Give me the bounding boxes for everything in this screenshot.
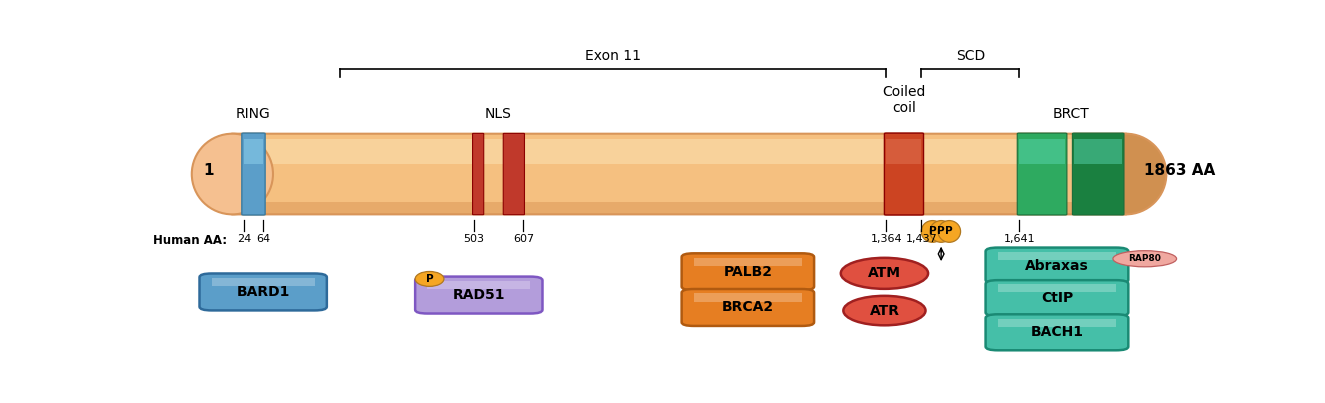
- Bar: [998, 319, 1116, 326]
- Text: NLS: NLS: [485, 107, 511, 121]
- Text: 64: 64: [256, 234, 270, 244]
- Text: P: P: [937, 226, 945, 237]
- Text: 1,641: 1,641: [1003, 234, 1035, 244]
- Ellipse shape: [921, 220, 943, 242]
- Text: BRCT: BRCT: [1052, 107, 1089, 121]
- Bar: [244, 139, 264, 164]
- Text: BRCA2: BRCA2: [722, 301, 774, 314]
- Text: Abraxas: Abraxas: [1026, 259, 1089, 272]
- FancyBboxPatch shape: [986, 247, 1129, 284]
- FancyBboxPatch shape: [986, 314, 1129, 350]
- Bar: [694, 293, 802, 301]
- FancyBboxPatch shape: [884, 133, 924, 215]
- Text: RING: RING: [236, 107, 270, 121]
- Ellipse shape: [415, 272, 444, 287]
- FancyBboxPatch shape: [415, 276, 542, 314]
- FancyBboxPatch shape: [1072, 133, 1124, 215]
- Text: P: P: [946, 226, 953, 237]
- Text: SCD: SCD: [955, 49, 984, 63]
- Text: RAD51: RAD51: [453, 288, 505, 302]
- Ellipse shape: [192, 134, 273, 214]
- Text: Coiled
coil: Coiled coil: [882, 85, 925, 115]
- Bar: [1075, 139, 1122, 164]
- Bar: [1019, 139, 1065, 164]
- Text: RAP80: RAP80: [1129, 254, 1161, 263]
- FancyBboxPatch shape: [200, 274, 327, 310]
- Text: BARD1: BARD1: [236, 285, 290, 299]
- Ellipse shape: [938, 220, 961, 242]
- Text: Human AA:: Human AA:: [154, 234, 228, 247]
- Ellipse shape: [841, 258, 927, 289]
- FancyBboxPatch shape: [473, 133, 484, 215]
- Text: Exon 11: Exon 11: [586, 49, 641, 63]
- FancyBboxPatch shape: [681, 253, 814, 290]
- Text: 1,437: 1,437: [905, 234, 937, 244]
- FancyBboxPatch shape: [504, 133, 525, 215]
- Ellipse shape: [930, 220, 953, 242]
- Text: ATM: ATM: [868, 266, 901, 280]
- Text: P: P: [929, 226, 937, 237]
- Text: BACH1: BACH1: [1031, 325, 1084, 339]
- Bar: [998, 252, 1116, 260]
- Text: ATR: ATR: [869, 303, 900, 318]
- Bar: [428, 281, 530, 289]
- Bar: [232, 202, 1126, 214]
- Bar: [694, 258, 802, 266]
- Ellipse shape: [843, 296, 925, 325]
- Ellipse shape: [1085, 134, 1166, 214]
- Text: 1863 AA: 1863 AA: [1145, 164, 1215, 179]
- Bar: [232, 139, 1126, 164]
- FancyBboxPatch shape: [986, 280, 1129, 316]
- Bar: [212, 278, 314, 286]
- Text: 1,364: 1,364: [871, 234, 902, 244]
- Text: 607: 607: [513, 234, 534, 244]
- Text: 503: 503: [462, 234, 484, 244]
- Bar: [886, 139, 921, 164]
- Text: P: P: [425, 274, 433, 284]
- Text: CtIP: CtIP: [1041, 291, 1073, 305]
- FancyBboxPatch shape: [232, 134, 1126, 214]
- FancyBboxPatch shape: [242, 133, 265, 215]
- Text: 1: 1: [204, 164, 213, 179]
- Text: 24: 24: [237, 234, 250, 244]
- Bar: [998, 285, 1116, 293]
- FancyBboxPatch shape: [681, 289, 814, 326]
- FancyBboxPatch shape: [1018, 133, 1067, 215]
- Ellipse shape: [1113, 251, 1177, 267]
- Text: PALB2: PALB2: [723, 265, 772, 279]
